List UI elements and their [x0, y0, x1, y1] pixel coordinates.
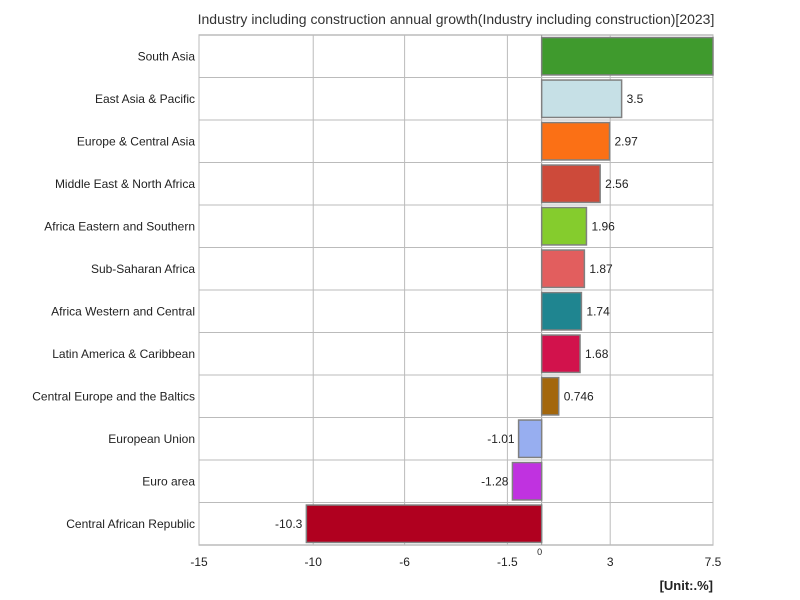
bar-9	[517, 419, 543, 459]
category-label-8: Central Europe and the Baltics	[32, 389, 195, 403]
x-tick-label-3: -1.5	[497, 555, 518, 569]
category-label-5: Sub-Saharan Africa	[91, 262, 195, 276]
data-label-10: -1.28	[481, 474, 509, 488]
data-label-9: -1.01	[487, 432, 515, 446]
data-label-4: 1.96	[591, 219, 615, 233]
category-label-1: East Asia & Pacific	[95, 92, 195, 106]
data-label-2: 2.97	[615, 134, 639, 148]
category-label-3: Middle East & North Africa	[55, 177, 195, 191]
bar-5	[540, 249, 586, 289]
category-label-0: South Asia	[138, 49, 196, 63]
category-label-6: Africa Western and Central	[51, 304, 195, 318]
data-label-6: 1.74	[586, 304, 610, 318]
data-label-1: 3.5	[627, 92, 644, 106]
data-label-5: 1.87	[589, 262, 613, 276]
bar-8	[540, 376, 560, 416]
category-label-11: Central African Republic	[66, 517, 195, 531]
bars	[305, 36, 714, 544]
category-labels: South Asia East Asia & Pacific Europe & Ce…	[32, 49, 195, 531]
data-label-7: 1.68	[585, 347, 609, 361]
unit-label: [Unit:.%]	[660, 578, 713, 593]
x-tick-label-5: 7.5	[705, 555, 722, 569]
bar-6	[540, 291, 583, 331]
x-tick-label-1: -10	[305, 555, 323, 569]
category-label-2: Europe & Central Asia	[77, 134, 195, 148]
x-axis-ticks: -15 -10 -6 -1.5 3 7.5 0	[190, 547, 721, 569]
data-label-11: -10.3	[275, 517, 303, 531]
data-label-3: 2.56	[605, 177, 629, 191]
x-tick-zero-label: 0	[537, 547, 542, 557]
category-label-10: Euro area	[142, 474, 195, 488]
x-tick-label-4: 3	[607, 555, 614, 569]
data-label-8: 0.746	[564, 389, 594, 403]
category-label-7: Latin America & Caribbean	[52, 347, 195, 361]
category-label-9: European Union	[108, 432, 195, 446]
bar-4	[540, 206, 588, 246]
bar-3	[540, 164, 601, 204]
category-label-4: Africa Eastern and Southern	[44, 219, 195, 233]
x-tick-label-2: -6	[399, 555, 410, 569]
data-labels: 3.5 2.97 2.56 1.96 1.87 1.74 1.68 0.746 -1.01 -1.…	[275, 92, 644, 531]
bar-2	[540, 121, 611, 161]
bar-7	[540, 334, 581, 374]
bar-1	[540, 79, 623, 119]
bar-11	[305, 504, 543, 544]
bar-0	[540, 36, 714, 76]
chart-title: Industry including construction annual g…	[198, 11, 715, 27]
grid	[198, 34, 714, 546]
x-tick-label-0: -15	[190, 555, 208, 569]
bar-10	[511, 461, 543, 501]
